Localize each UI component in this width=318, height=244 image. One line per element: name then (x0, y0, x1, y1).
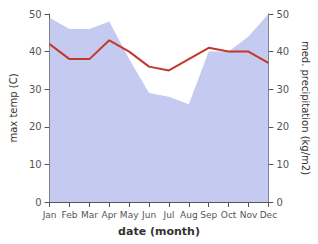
svg-text:20: 20 (29, 121, 42, 132)
svg-text:10: 10 (276, 159, 289, 170)
svg-text:Aug: Aug (180, 210, 198, 220)
svg-text:Oct: Oct (221, 210, 237, 220)
svg-text:Mar: Mar (81, 210, 98, 220)
svg-text:50: 50 (29, 9, 42, 20)
svg-text:0: 0 (276, 197, 282, 208)
svg-text:40: 40 (29, 46, 42, 57)
svg-text:30: 30 (29, 84, 42, 95)
svg-text:date (month): date (month) (118, 225, 200, 238)
svg-text:May: May (120, 210, 139, 220)
svg-text:Apr: Apr (101, 210, 117, 220)
svg-text:Dec: Dec (260, 210, 277, 220)
svg-text:Nov: Nov (240, 210, 258, 220)
svg-text:40: 40 (276, 46, 289, 57)
svg-text:20: 20 (276, 121, 289, 132)
svg-text:50: 50 (276, 9, 289, 20)
svg-text:0: 0 (35, 197, 41, 208)
svg-text:Feb: Feb (62, 210, 78, 220)
svg-text:med. precipitation (kg/m2): med. precipitation (kg/m2) (300, 41, 311, 175)
svg-text:10: 10 (29, 159, 42, 170)
svg-text:Jul: Jul (163, 210, 175, 220)
svg-text:Sep: Sep (200, 210, 217, 220)
svg-text:Jan: Jan (42, 210, 57, 220)
svg-text:max temp (C): max temp (C) (8, 73, 19, 142)
svg-text:30: 30 (276, 84, 289, 95)
svg-text:Jun: Jun (141, 210, 156, 220)
